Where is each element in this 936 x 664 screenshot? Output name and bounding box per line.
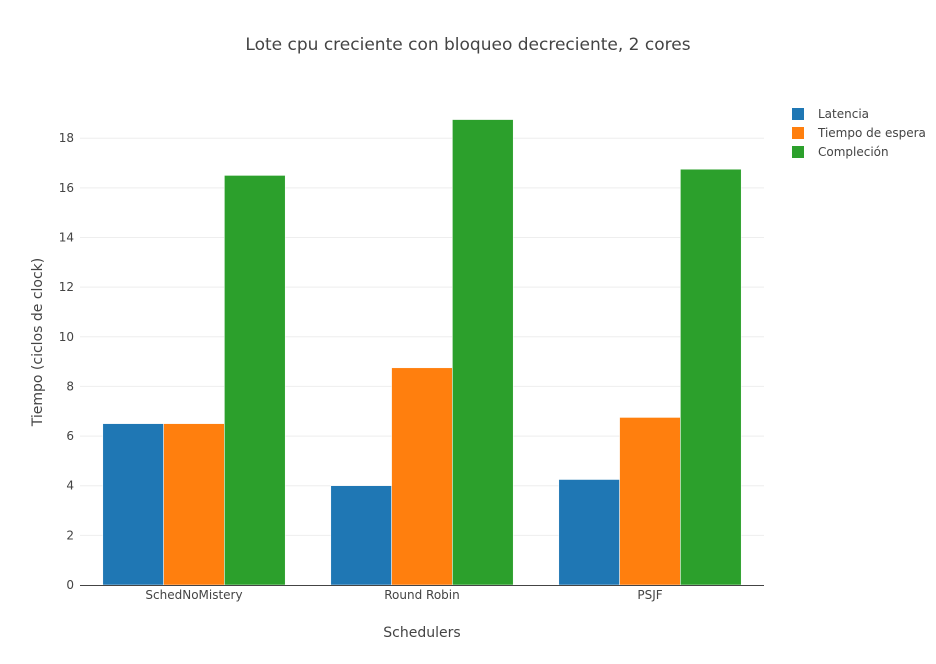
legend-label[interactable]: Tiempo de espera xyxy=(817,126,926,140)
bar-latencia-psjf[interactable] xyxy=(558,479,620,586)
legend-swatch[interactable] xyxy=(792,146,804,158)
chart-title: Lote cpu creciente con bloqueo decrecien… xyxy=(245,35,690,55)
bar-tiempo-de-espera-psjf[interactable] xyxy=(619,417,681,586)
bar-tiempo-de-espera-schednomistery[interactable] xyxy=(163,423,225,586)
y-tick-label: 6 xyxy=(66,429,74,443)
y-tick-label: 4 xyxy=(66,479,74,493)
bars xyxy=(102,119,742,586)
legend-label[interactable]: Latencia xyxy=(818,107,869,121)
legend-label[interactable]: Compleción xyxy=(818,145,889,159)
legend-swatch[interactable] xyxy=(792,108,804,120)
bar-compleción-round-robin[interactable] xyxy=(452,119,514,586)
y-tick-label: 2 xyxy=(66,528,74,542)
x-tick-label: SchedNoMistery xyxy=(145,588,242,602)
y-axis-title: Tiempo (ciclos de clock) xyxy=(30,258,46,427)
x-tick-label: PSJF xyxy=(637,588,662,602)
bar-compleción-schednomistery[interactable] xyxy=(224,175,286,586)
bar-latencia-schednomistery[interactable] xyxy=(102,423,164,586)
y-tick-label: 0 xyxy=(66,578,74,592)
y-tick-label: 18 xyxy=(59,131,74,145)
x-axis-title: Schedulers xyxy=(383,625,460,641)
bar-tiempo-de-espera-round-robin[interactable] xyxy=(391,367,453,586)
legend-swatch[interactable] xyxy=(792,127,804,139)
y-tick-label: 14 xyxy=(59,230,74,244)
x-tick-labels: SchedNoMistery Round Robin PSJF xyxy=(145,588,662,602)
x-tick-label: Round Robin xyxy=(384,588,459,602)
bar-latencia-round-robin[interactable] xyxy=(330,485,392,586)
y-tick-label: 8 xyxy=(66,379,74,393)
legend[interactable]: Latencia Tiempo de espera Compleción xyxy=(792,107,926,159)
y-tick-label: 10 xyxy=(59,330,74,344)
bar-compleción-psjf[interactable] xyxy=(680,168,742,586)
y-tick-labels: 0 2 4 6 8 10 12 14 16 18 xyxy=(59,131,74,592)
y-tick-label: 16 xyxy=(59,181,74,195)
y-tick-label: 12 xyxy=(59,280,74,294)
